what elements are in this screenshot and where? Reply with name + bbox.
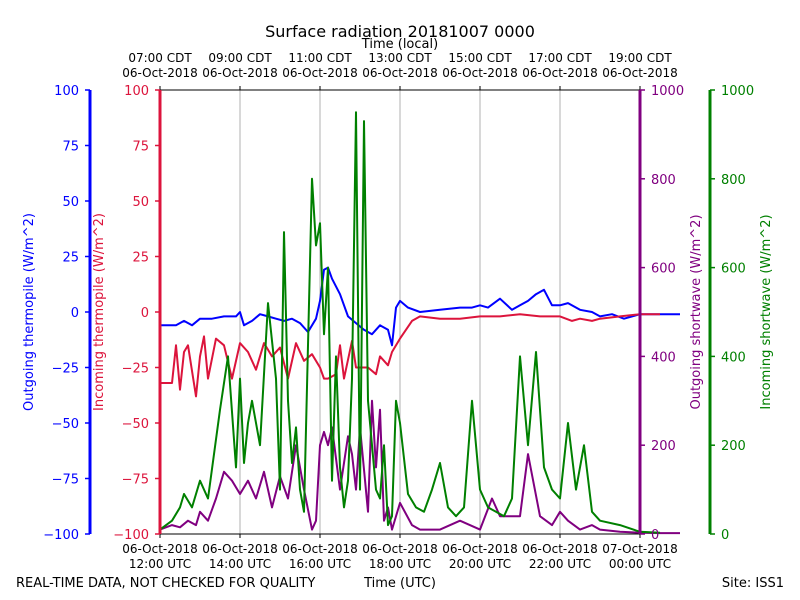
incoming_shortwave-tick-label-1: 200 bbox=[721, 439, 746, 454]
top-tick-date-5: 06-Oct-2018 bbox=[522, 66, 598, 80]
bottom-tick-time-4: 20:00 UTC bbox=[449, 557, 511, 571]
top-tick-date-1: 06-Oct-2018 bbox=[202, 66, 278, 80]
footer-quality-note: REAL-TIME DATA, NOT CHECKED FOR QUALITY bbox=[16, 576, 315, 591]
bottom-tick-date-3: 06-Oct-2018 bbox=[362, 542, 438, 556]
top-tick-time-1: 09:00 CDT bbox=[208, 51, 272, 65]
top-tick-date-2: 06-Oct-2018 bbox=[282, 66, 358, 80]
outgoing_shortwave-tick-label-1: 200 bbox=[651, 439, 676, 454]
incoming_thermopile-label: Incoming thermopile (W/m^2) bbox=[92, 213, 107, 411]
incoming_shortwave-tick-label-4: 800 bbox=[721, 173, 746, 188]
top-tick-time-3: 13:00 CDT bbox=[368, 51, 432, 65]
bottom-tick-date-4: 06-Oct-2018 bbox=[442, 542, 518, 556]
incoming_thermopile-tick-label-0: −100 bbox=[113, 528, 149, 543]
bottom-tick-time-0: 12:00 UTC bbox=[129, 557, 191, 571]
bottom-tick-date-5: 06-Oct-2018 bbox=[522, 542, 598, 556]
incoming_thermopile-tick-label-6: 50 bbox=[132, 195, 149, 210]
outgoing_thermopile-tick-label-8: 100 bbox=[54, 84, 79, 99]
top-tick-time-2: 11:00 CDT bbox=[288, 51, 352, 65]
top-tick-date-6: 06-Oct-2018 bbox=[602, 66, 678, 80]
top-tick-date-0: 06-Oct-2018 bbox=[122, 66, 198, 80]
outgoing_shortwave-tick-label-4: 800 bbox=[651, 173, 676, 188]
series-line-incoming-shortwave bbox=[159, 111, 661, 534]
outgoing_thermopile-tick-label-2: −50 bbox=[52, 417, 79, 432]
incoming_thermopile-tick-label-3: −25 bbox=[122, 362, 149, 377]
bottom-tick-time-1: 14:00 UTC bbox=[209, 557, 271, 571]
bottom-tick-date-6: 07-Oct-2018 bbox=[602, 542, 678, 556]
top-tick-time-0: 07:00 CDT bbox=[128, 51, 192, 65]
outgoing_thermopile-tick-label-6: 50 bbox=[62, 195, 79, 210]
incoming_shortwave-tick-label-5: 1000 bbox=[721, 84, 754, 99]
outgoing_shortwave-tick-label-0: 0 bbox=[651, 528, 659, 543]
bottom-tick-date-0: 06-Oct-2018 bbox=[122, 542, 198, 556]
outgoing_thermopile-tick-label-4: 0 bbox=[71, 306, 79, 321]
bottom-tick-time-2: 16:00 UTC bbox=[289, 557, 351, 571]
top-tick-time-5: 17:00 CDT bbox=[528, 51, 592, 65]
incoming_thermopile-tick-label-1: −75 bbox=[122, 473, 149, 488]
outgoing_thermopile-tick-label-0: −100 bbox=[43, 528, 79, 543]
incoming_shortwave-tick-label-2: 400 bbox=[721, 350, 746, 365]
top-tick-date-3: 06-Oct-2018 bbox=[362, 66, 438, 80]
incoming_thermopile-tick-label-4: 0 bbox=[141, 306, 149, 321]
incoming_shortwave-label: Incoming shortwave (W/m^2) bbox=[759, 214, 774, 409]
incoming_thermopile-tick-label-7: 75 bbox=[132, 140, 149, 155]
top-tick-time-6: 19:00 CDT bbox=[608, 51, 672, 65]
outgoing_thermopile-tick-label-5: 25 bbox=[62, 251, 79, 266]
series-line-outgoing-thermopile bbox=[160, 266, 680, 347]
incoming_thermopile-tick-label-5: 25 bbox=[132, 251, 149, 266]
top-axis-title: Time (local) bbox=[361, 37, 438, 52]
bottom-tick-time-6: 00:00 UTC bbox=[609, 557, 671, 571]
series-lines bbox=[159, 111, 680, 535]
top-tick-time-4: 15:00 CDT bbox=[448, 51, 512, 65]
outgoing_shortwave-tick-label-5: 1000 bbox=[651, 84, 684, 99]
bottom-tick-date-2: 06-Oct-2018 bbox=[282, 542, 358, 556]
bottom-tick-time-5: 22:00 UTC bbox=[529, 557, 591, 571]
outgoing_shortwave-tick-label-3: 600 bbox=[651, 262, 676, 277]
bottom-tick-date-1: 06-Oct-2018 bbox=[202, 542, 278, 556]
outgoing_thermopile-label: Outgoing thermopile (W/m^2) bbox=[22, 213, 37, 411]
bottom-tick-time-3: 18:00 UTC bbox=[369, 557, 431, 571]
incoming_shortwave-tick-label-0: 0 bbox=[721, 528, 729, 543]
incoming_thermopile-tick-label-8: 100 bbox=[124, 84, 149, 99]
incoming_shortwave-tick-label-3: 600 bbox=[721, 262, 746, 277]
series-line-outgoing-shortwave bbox=[159, 399, 680, 535]
outgoing_thermopile-tick-label-1: −75 bbox=[52, 473, 79, 488]
incoming_thermopile-tick-label-2: −50 bbox=[122, 417, 149, 432]
outgoing_thermopile-tick-label-7: 75 bbox=[62, 140, 79, 155]
footer-site: Site: ISS1 bbox=[722, 576, 784, 591]
chart-title: Surface radiation 20181007 0000 bbox=[265, 22, 535, 41]
outgoing_shortwave-tick-label-2: 400 bbox=[651, 350, 676, 365]
outgoing_shortwave-label: Outgoing shortwave (W/m^2) bbox=[689, 214, 704, 409]
series-line-incoming-thermopile bbox=[160, 313, 660, 398]
top-tick-date-4: 06-Oct-2018 bbox=[442, 66, 518, 80]
x-axis-label: Time (UTC) bbox=[363, 576, 436, 591]
outgoing_thermopile-tick-label-3: −25 bbox=[52, 362, 79, 377]
